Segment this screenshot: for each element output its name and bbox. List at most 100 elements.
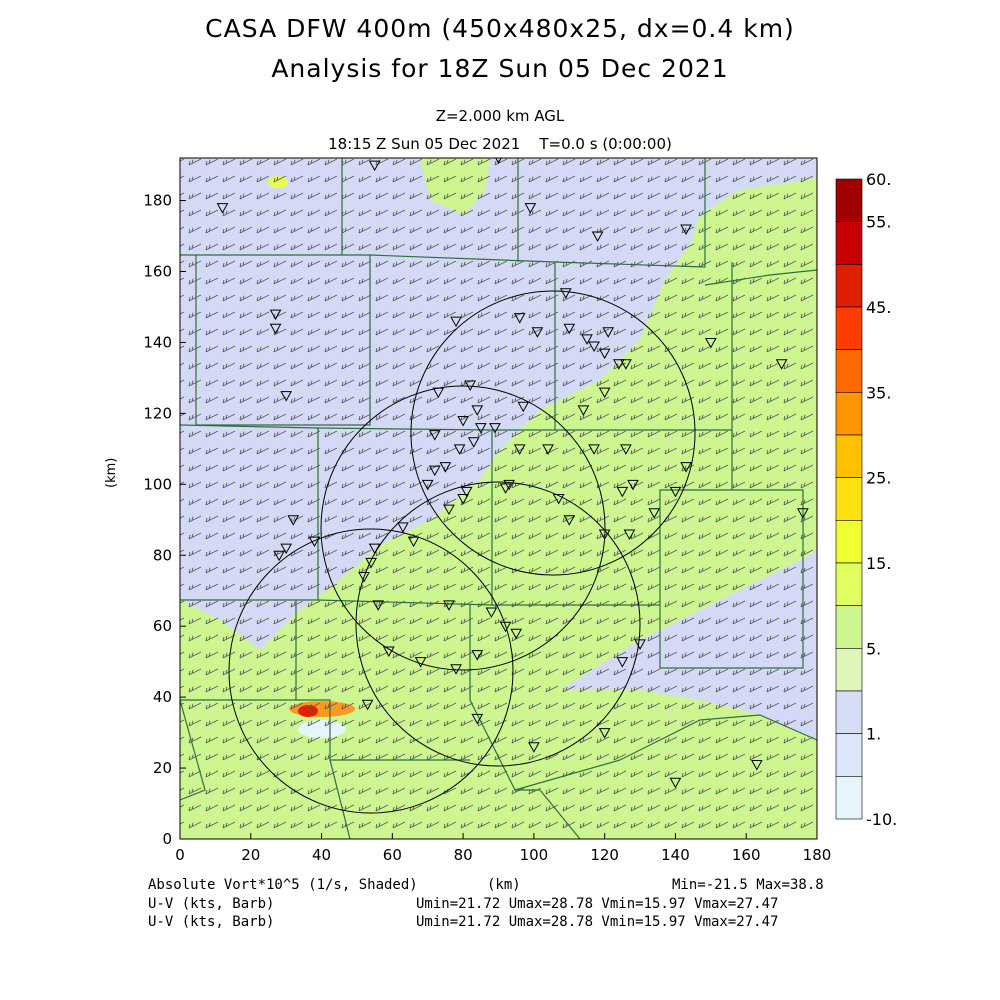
station-triangle bbox=[372, 600, 385, 611]
station-triangle bbox=[524, 203, 537, 214]
station-triangle bbox=[588, 444, 600, 455]
station-triangle bbox=[471, 650, 484, 661]
station-triangle bbox=[559, 288, 572, 299]
station-triangle bbox=[457, 494, 469, 505]
station-triangle bbox=[623, 529, 636, 540]
y-tick-label: 140 bbox=[143, 333, 172, 351]
station-triangle bbox=[775, 359, 788, 370]
station-triangle bbox=[577, 405, 590, 416]
station-triangle bbox=[443, 600, 455, 611]
station-triangle bbox=[591, 231, 604, 243]
station-triangle bbox=[457, 415, 469, 427]
station-triangle bbox=[704, 337, 717, 349]
station-triangle bbox=[467, 437, 480, 448]
x-tick-label: 0 bbox=[175, 846, 185, 864]
x-axis: 0 20 40 60 80 100 120 140 160 180 bbox=[175, 833, 831, 864]
station-triangle bbox=[513, 444, 526, 455]
colorbar-label: 5. bbox=[866, 639, 881, 658]
colorbar-swatch bbox=[835, 306, 863, 350]
y-axis-label: (km) bbox=[104, 457, 119, 488]
wind-barbs bbox=[180, 158, 817, 839]
station-triangle bbox=[428, 465, 441, 477]
x-tick-label: 80 bbox=[454, 846, 473, 864]
station-triangle bbox=[382, 646, 395, 658]
station-triangle bbox=[620, 359, 632, 370]
y-tick-label: 0 bbox=[162, 830, 172, 848]
station-triangle bbox=[627, 479, 639, 491]
station-triangle bbox=[439, 462, 452, 473]
field1-stats: Min=-21.5 Max=38.8 bbox=[672, 877, 824, 893]
colorbar-label: 45. bbox=[866, 298, 891, 317]
station-triangle bbox=[680, 224, 692, 235]
station-triangle bbox=[669, 777, 682, 789]
station-triangle bbox=[598, 728, 611, 739]
field1-label: Absolute Vort*10^5 (1/s, Shaded) bbox=[148, 877, 418, 893]
station-triangle bbox=[634, 639, 646, 650]
station-triangle bbox=[471, 713, 484, 725]
station-markers bbox=[216, 158, 809, 789]
station-triangle bbox=[443, 504, 455, 516]
station-triangle bbox=[499, 621, 512, 633]
x-axis-label: (km) bbox=[487, 877, 521, 893]
colorbar-label: 60. bbox=[866, 170, 891, 189]
station-triangle bbox=[471, 405, 484, 416]
y-tick-label: 100 bbox=[143, 475, 172, 493]
station-triangle bbox=[598, 387, 611, 399]
station-triangle bbox=[450, 664, 462, 675]
colorbar-swatch bbox=[835, 690, 863, 734]
colorbar-label: 55. bbox=[866, 213, 891, 232]
shading-layer bbox=[180, 158, 817, 839]
x-tick-label: 20 bbox=[241, 846, 260, 864]
station-triangle bbox=[680, 462, 692, 473]
station-triangle bbox=[528, 742, 540, 753]
station-triangle bbox=[280, 391, 293, 402]
station-triangle bbox=[474, 423, 487, 434]
y-tick-label: 40 bbox=[153, 688, 172, 706]
station-triangle bbox=[489, 423, 501, 434]
colorbar-swatch bbox=[835, 562, 863, 606]
station-triangle bbox=[280, 543, 293, 555]
station-triangle bbox=[598, 529, 611, 540]
y-tick-label: 160 bbox=[143, 263, 172, 281]
station-triangle bbox=[503, 479, 515, 491]
station-triangle bbox=[616, 657, 629, 668]
station-triangle bbox=[620, 444, 632, 455]
station-triangle bbox=[421, 479, 434, 491]
station-triangle bbox=[432, 387, 445, 399]
x-tick-label: 120 bbox=[590, 846, 619, 864]
colorbar: 60. 55. 45. 35. 25. 15. 5. 1. -10. bbox=[835, 170, 897, 829]
station-triangle bbox=[612, 359, 625, 370]
station-triangle bbox=[563, 323, 576, 335]
station-triangle bbox=[485, 607, 498, 619]
x-tick-label: 40 bbox=[312, 846, 331, 864]
colorbar-swatch bbox=[835, 221, 863, 265]
station-triangle bbox=[669, 486, 682, 498]
field2-stats: Umin=21.72 Umax=28.78 Vmin=15.97 Vmax=27… bbox=[416, 896, 779, 912]
field2-label: U-V (kts, Barb) bbox=[148, 896, 275, 912]
colorbar-swatch bbox=[835, 520, 863, 564]
colorbar-label: 1. bbox=[866, 725, 881, 744]
title-line-2: Analysis for 18Z Sun 05 Dec 2021 bbox=[271, 54, 729, 83]
station-triangle bbox=[517, 401, 530, 413]
colorbar-swatch bbox=[835, 776, 863, 820]
y-tick-label: 20 bbox=[153, 759, 172, 777]
station-triangle bbox=[796, 508, 809, 519]
x-tick-label: 100 bbox=[520, 846, 549, 864]
colorbar-label: 35. bbox=[866, 383, 891, 402]
y-axis: 0 20 40 60 80 100 120 140 160 180 bbox=[143, 192, 186, 848]
station-triangle bbox=[368, 160, 381, 172]
station-triangle bbox=[602, 327, 615, 338]
colorbar-swatch bbox=[835, 349, 863, 393]
colorbar-label: -10. bbox=[866, 810, 897, 829]
station-triangle bbox=[269, 323, 282, 335]
station-triangle bbox=[414, 657, 427, 668]
colorbar-swatch bbox=[835, 733, 863, 777]
station-triangle bbox=[510, 628, 523, 640]
station-triangle bbox=[460, 486, 473, 498]
station-triangle bbox=[407, 536, 420, 548]
field3-label: U-V (kts, Barb) bbox=[148, 914, 275, 930]
x-tick-label: 140 bbox=[661, 846, 690, 864]
station-triangle bbox=[598, 348, 611, 360]
station-triangle bbox=[588, 341, 600, 353]
colorbar-label: 25. bbox=[866, 469, 891, 488]
